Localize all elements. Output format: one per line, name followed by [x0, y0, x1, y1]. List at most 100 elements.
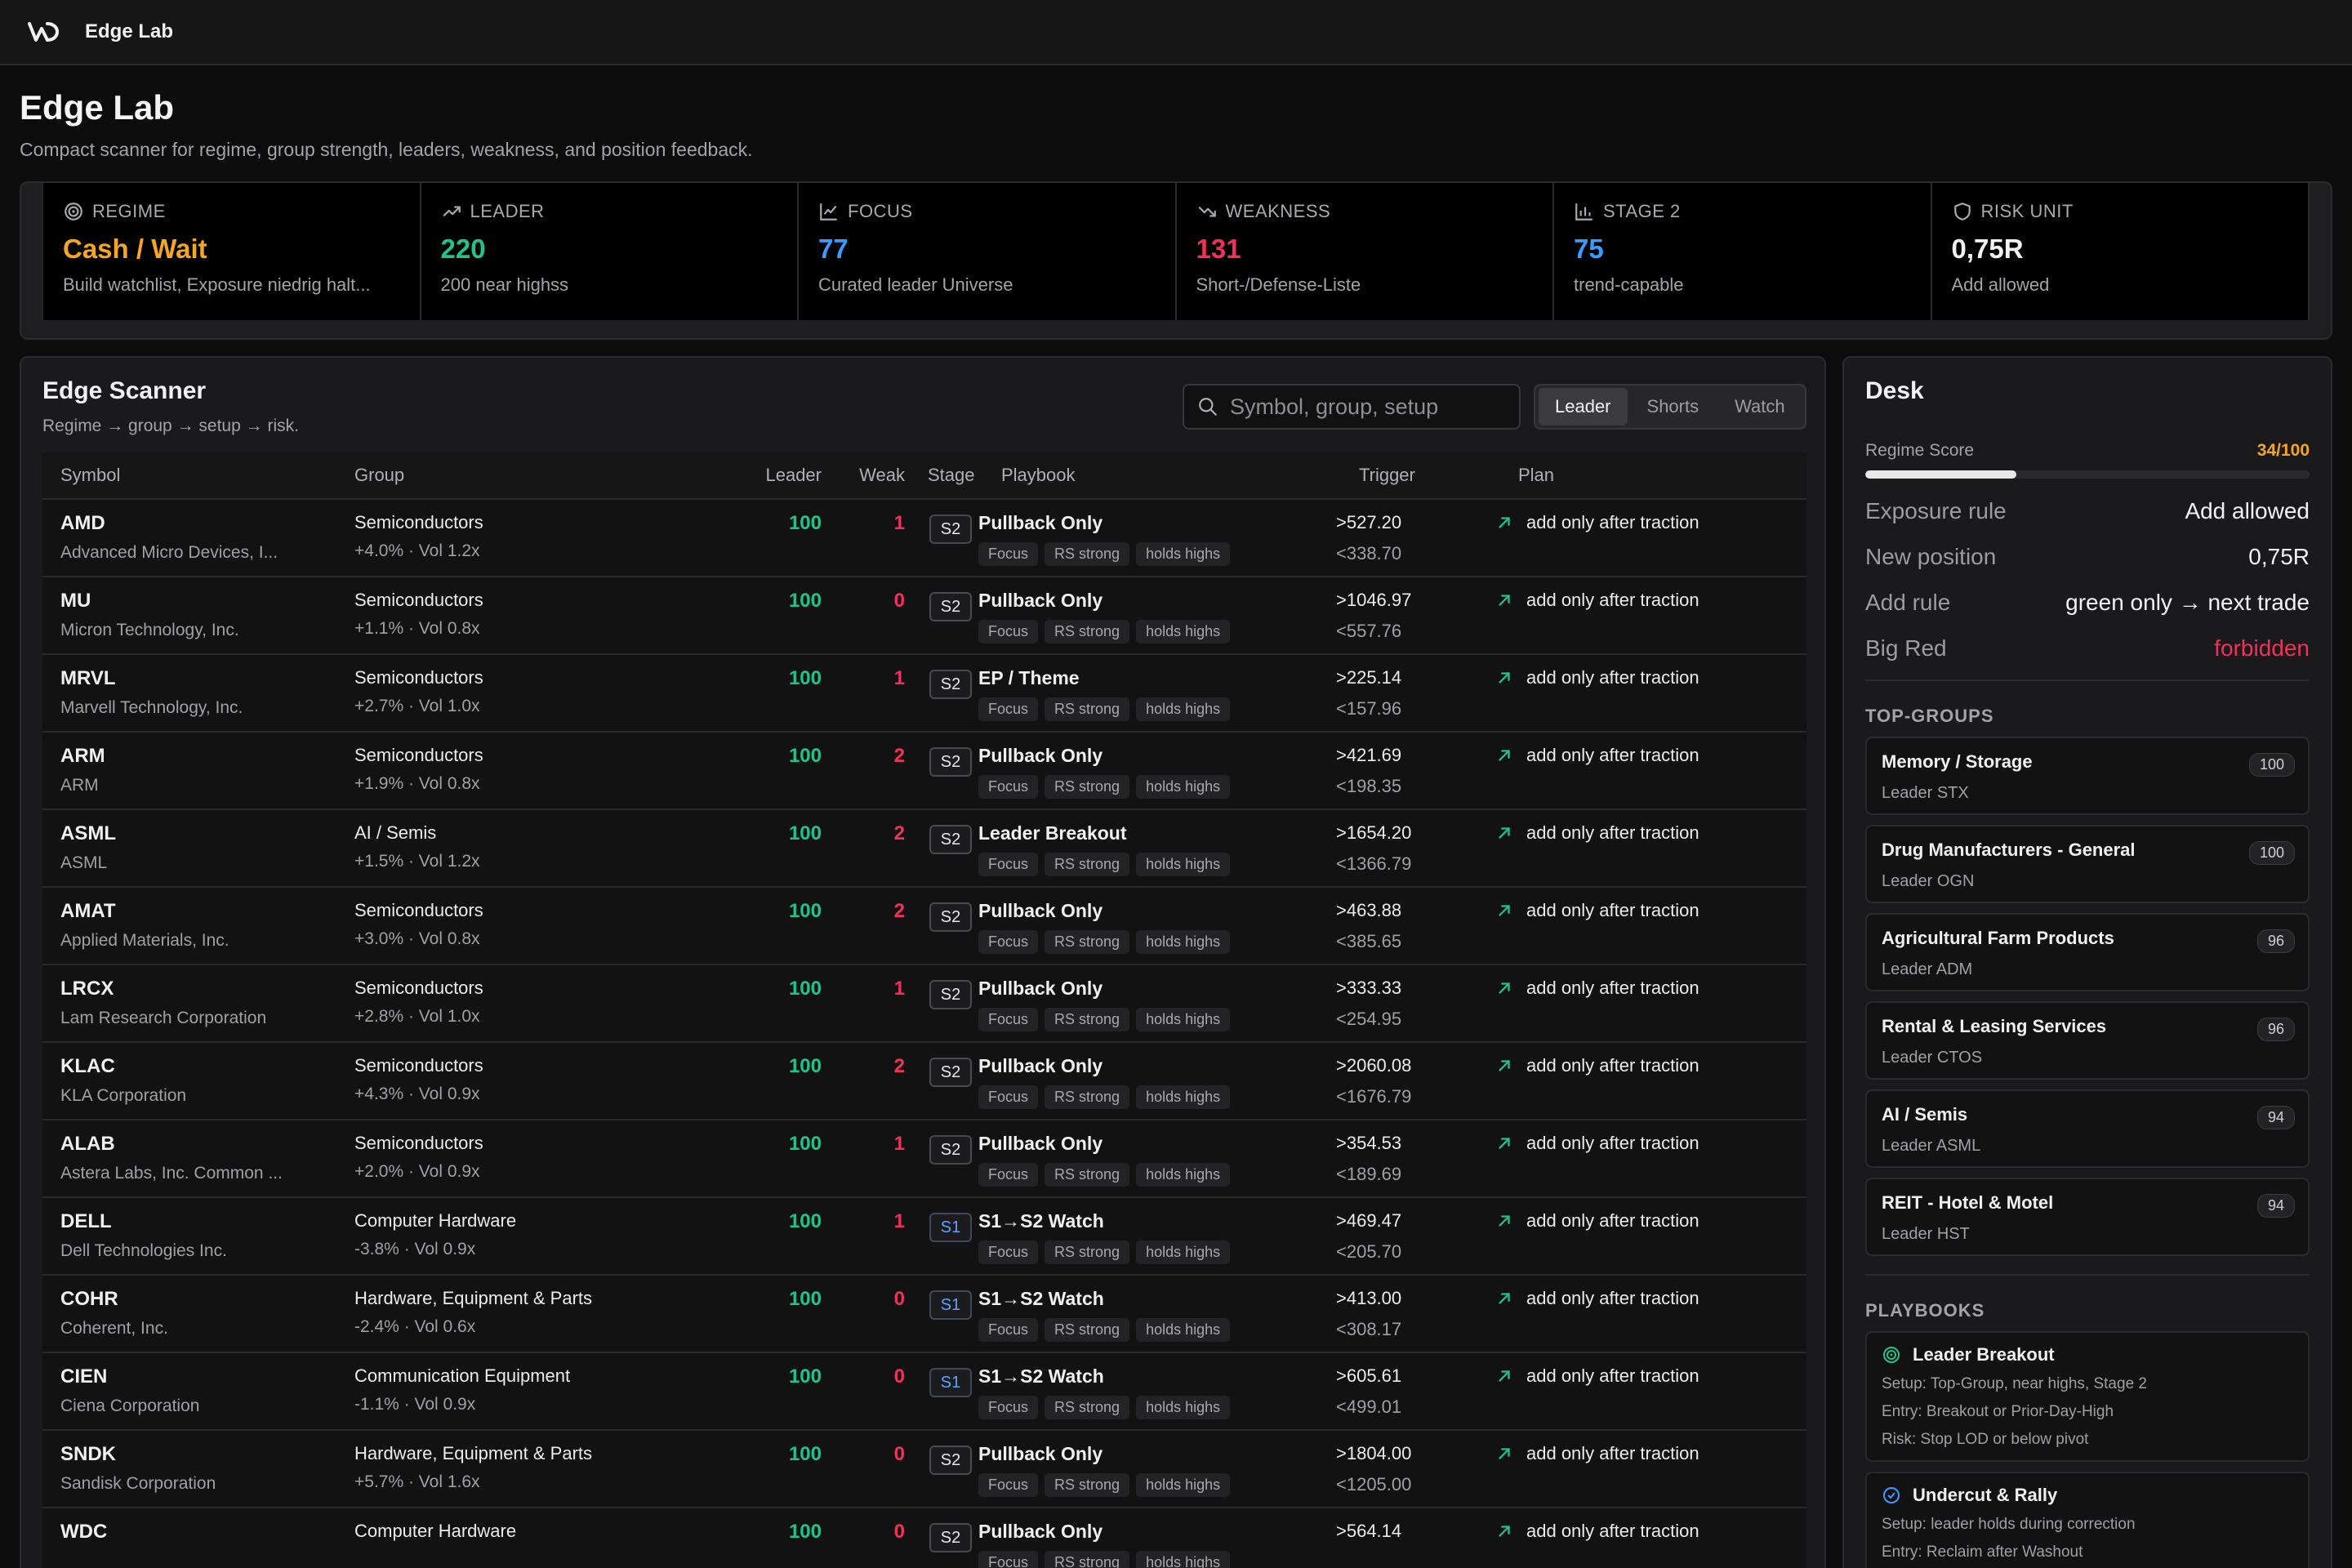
playbook-tag: Focus	[978, 1241, 1039, 1264]
symbol-ticker[interactable]: WDC	[60, 1521, 108, 1543]
symbol-ticker[interactable]: KLAC	[60, 1055, 115, 1077]
stat-card-focus: FOCUS 77 Curated leader Universe	[799, 183, 1177, 320]
col-header-symbol[interactable]: Symbol	[60, 465, 121, 485]
symbol-ticker[interactable]: ALAB	[60, 1133, 115, 1155]
search-box[interactable]	[1183, 384, 1521, 430]
table-row[interactable]: MU Micron Technology, Inc. Semiconductor…	[42, 577, 1806, 655]
symbol-ticker[interactable]: MU	[60, 590, 91, 612]
stat-value: 0,75R	[1951, 234, 2024, 264]
trigger-low: <1366.79	[1336, 853, 1412, 874]
table-row[interactable]: MRVL Marvell Technology, Inc. Semiconduc…	[42, 655, 1806, 733]
playbook-name: S1→S2 Watch	[978, 1288, 1104, 1309]
playbook-cell: EP / Theme Focus RS strong holds highs	[978, 655, 1336, 721]
table-row[interactable]: AMAT Applied Materials, Inc. Semiconduct…	[42, 888, 1806, 965]
top-group-card[interactable]: Drug Manufacturers - General Leader OGN …	[1865, 825, 2310, 903]
tab-leader[interactable]: Leader	[1539, 388, 1628, 425]
playbook-card[interactable]: Leader Breakout Setup: Top-Group, near h…	[1865, 1331, 2310, 1462]
top-groups-label: TOP-GROUPS	[1865, 706, 1994, 726]
plan-text: add only after traction	[1526, 978, 1699, 998]
top-group-card[interactable]: Agricultural Farm Products Leader ADM 96	[1865, 913, 2310, 991]
playbook-name: Pullback Only	[978, 978, 1103, 999]
symbol-ticker[interactable]: CIEN	[60, 1365, 108, 1388]
symbol-ticker[interactable]: COHR	[60, 1288, 118, 1310]
top-group-card[interactable]: Rental & Leasing Services Leader CTOS 96	[1865, 1001, 2310, 1080]
stat-card-regime: REGIME Cash / Wait Build watchlist, Expo…	[43, 183, 421, 320]
col-header-playbook[interactable]: Playbook	[1001, 465, 1076, 485]
desk-rules: Exposure rule Add allowed New position 0,…	[1865, 498, 2310, 662]
group-name: Semiconductors	[354, 667, 483, 688]
playbook-card[interactable]: Undercut & Rally Setup: leader holds dur…	[1865, 1472, 2310, 1568]
trigger-cell: >469.47 <205.70	[1336, 1198, 1495, 1263]
table-row[interactable]: ARM ARM Semiconductors +1.9% · Vol 0.8x …	[42, 733, 1806, 810]
plan-text: add only after traction	[1526, 900, 1699, 920]
symbol-ticker[interactable]: DELL	[60, 1210, 112, 1232]
search-input[interactable]	[1230, 394, 1499, 420]
group-cell: Semiconductors +2.7% · Vol 1.0x	[354, 655, 727, 716]
group-change: -2.4% · Vol 0.6x	[354, 1317, 476, 1336]
col-header-trigger[interactable]: Trigger	[1359, 465, 1415, 485]
scanner-subtitle: Regime → group → setup → risk.	[42, 416, 299, 435]
table-row[interactable]: WDC Computer Hardware 100 0 S2 Pullback …	[42, 1508, 1806, 1568]
trigger-high: >354.53	[1336, 1133, 1402, 1153]
playbook-tags: Focus RS strong holds highs	[978, 775, 1336, 799]
symbol-ticker[interactable]: AMAT	[60, 900, 116, 922]
table-row[interactable]: LRCX Lam Research Corporation Semiconduc…	[42, 965, 1806, 1043]
playbook-tags: Focus RS strong holds highs	[978, 1241, 1336, 1264]
desk-rule-row: Big Red forbidden	[1865, 635, 2310, 662]
col-header-leader[interactable]: Leader	[765, 465, 822, 485]
table-row[interactable]: ASML ASML AI / Semis +1.5% · Vol 1.2x 10…	[42, 810, 1806, 888]
tab-shorts[interactable]: Shorts	[1646, 396, 1699, 416]
rule-label: New position	[1865, 544, 1997, 569]
playbook-tag: holds highs	[1136, 1473, 1231, 1497]
trigger-cell: >1654.20 <1366.79	[1336, 810, 1495, 875]
table-row[interactable]: CIEN Ciena Corporation Communication Equ…	[42, 1353, 1806, 1431]
group-name: Semiconductors	[354, 745, 483, 765]
playbook-cell: Pullback Only Focus RS strong holds highs	[978, 965, 1336, 1031]
top-group-card[interactable]: REIT - Hotel & Motel Leader HST 94	[1865, 1178, 2310, 1256]
symbol-ticker[interactable]: MRVL	[60, 667, 116, 689]
group-name: Semiconductors	[354, 512, 483, 532]
weak-cell: 0	[822, 1276, 905, 1311]
table-row[interactable]: AMD Advanced Micro Devices, I... Semicon…	[42, 500, 1806, 577]
stage-badge: S2	[929, 514, 972, 544]
symbol-ticker[interactable]: ASML	[60, 822, 116, 844]
tab-watch[interactable]: Watch	[1735, 396, 1785, 416]
app-logo[interactable]	[28, 20, 64, 43]
table-row[interactable]: COHR Coherent, Inc. Hardware, Equipment …	[42, 1276, 1806, 1353]
symbol-cell: ALAB Astera Labs, Inc. Common ...	[42, 1120, 354, 1183]
col-header-stage[interactable]: Stage	[928, 465, 975, 485]
playbook-name: Pullback Only	[978, 590, 1103, 611]
page-subtitle: Compact scanner for regime, group streng…	[20, 139, 753, 160]
playbook-tag: holds highs	[1136, 697, 1231, 721]
leader-cell: 100	[727, 810, 822, 845]
weak-cell: 2	[822, 810, 905, 845]
symbol-ticker[interactable]: ARM	[60, 745, 105, 767]
weak-cell: 1	[822, 1120, 905, 1156]
table-row[interactable]: ALAB Astera Labs, Inc. Common ... Semico…	[42, 1120, 1806, 1198]
table-row[interactable]: KLAC KLA Corporation Semiconductors +4.3…	[42, 1043, 1806, 1120]
stat-subtext: trend-capable	[1574, 274, 1684, 295]
symbol-ticker[interactable]: AMD	[60, 512, 105, 534]
symbol-ticker[interactable]: LRCX	[60, 978, 114, 1000]
plan-cell: add only after traction	[1495, 1508, 1806, 1542]
symbol-ticker[interactable]: SNDK	[60, 1443, 117, 1465]
weak-score: 2	[893, 900, 905, 922]
group-change: +2.8% · Vol 1.0x	[354, 1007, 480, 1026]
app-name: Edge Lab	[85, 20, 174, 42]
table-row[interactable]: DELL Dell Technologies Inc. Computer Har…	[42, 1198, 1806, 1276]
top-group-card[interactable]: AI / Semis Leader ASML 94	[1865, 1089, 2310, 1168]
shield-icon	[1952, 201, 1973, 222]
playbook-tag: RS strong	[1045, 542, 1130, 566]
scanner-title: Edge Scanner	[42, 377, 207, 404]
plan-text: add only after traction	[1526, 745, 1699, 765]
table-row[interactable]: SNDK Sandisk Corporation Hardware, Equip…	[42, 1431, 1806, 1508]
plan-cell: add only after traction	[1495, 577, 1806, 611]
group-cell: Hardware, Equipment & Parts -2.4% · Vol …	[354, 1276, 727, 1337]
col-header-plan[interactable]: Plan	[1518, 465, 1555, 485]
col-header-weak[interactable]: Weak	[859, 465, 905, 485]
group-cell: Semiconductors +1.1% · Vol 0.8x	[354, 577, 727, 639]
col-header-group[interactable]: Group	[354, 465, 405, 485]
stage-cell: S2	[929, 655, 978, 699]
top-group-card[interactable]: Memory / Storage Leader STX 100	[1865, 737, 2310, 815]
playbook-tag: Focus	[978, 1008, 1039, 1031]
